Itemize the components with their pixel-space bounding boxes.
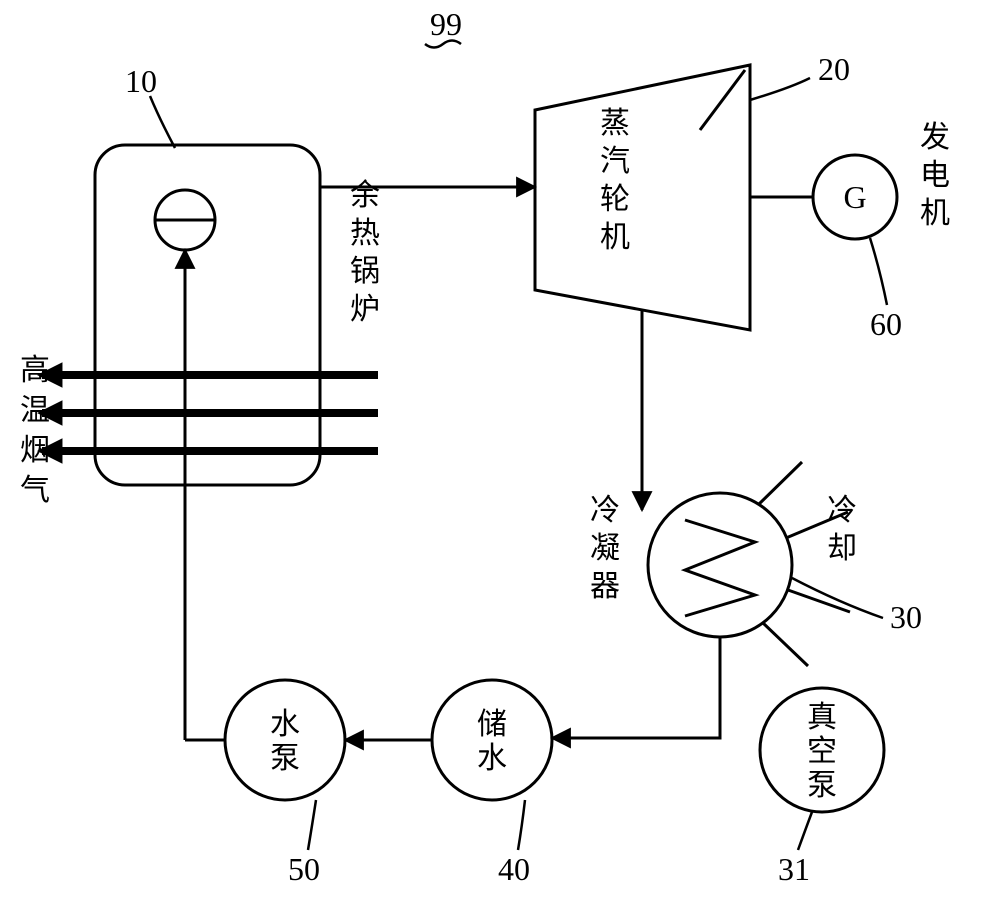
condenser-body <box>648 493 792 637</box>
generator-symbol: G <box>843 179 866 215</box>
condenser-ref-leader <box>792 578 883 618</box>
diagram-svg: 99 10 余 热 锅 炉 高 温 烟 气 蒸 汽 轮 机 20 G 发 <box>0 0 1000 913</box>
condenser-label: 冷 凝 器 <box>590 494 628 603</box>
water-tank-ref-leader <box>518 800 525 850</box>
boiler-label: 余 热 锅 炉 <box>350 179 388 326</box>
vacuum-pump-ref: 31 <box>778 851 810 887</box>
condenser-fin-4 <box>762 622 808 666</box>
turbine-label: 蒸 汽 轮 机 <box>600 107 638 254</box>
turbine-ref-leader <box>750 78 810 100</box>
generator-label: 发 电 机 <box>920 121 958 230</box>
vacuum-pump-ref-leader <box>798 812 812 850</box>
edge-pump-to-boiler <box>208 485 240 700</box>
water-pump-ref-leader <box>308 800 316 850</box>
generator-ref-leader <box>870 238 887 305</box>
turbine-inner-tick <box>700 70 745 130</box>
vacuum-pump-label: 真 空 泵 <box>807 701 845 802</box>
condenser-fin-1 <box>758 462 802 505</box>
flue-gas-label: 高 温 烟 气 <box>20 354 58 507</box>
condenser-coil <box>685 520 755 616</box>
boiler-body <box>95 145 320 485</box>
water-tank-label: 储 水 <box>477 708 515 775</box>
edge-condenser-to-tank <box>552 637 720 738</box>
turbine-ref: 20 <box>818 51 850 87</box>
condenser-cooling-label: 冷 却 <box>827 494 865 565</box>
generator-ref: 60 <box>870 306 902 342</box>
water-pump-ref: 50 <box>288 851 320 887</box>
figure-number: 99 <box>430 6 462 42</box>
condenser-ref: 30 <box>890 599 922 635</box>
boiler-ref: 10 <box>125 63 157 99</box>
boiler-ref-leader <box>150 96 175 148</box>
water-tank-ref: 40 <box>498 851 530 887</box>
water-pump-label: 水 泵 <box>270 708 308 775</box>
